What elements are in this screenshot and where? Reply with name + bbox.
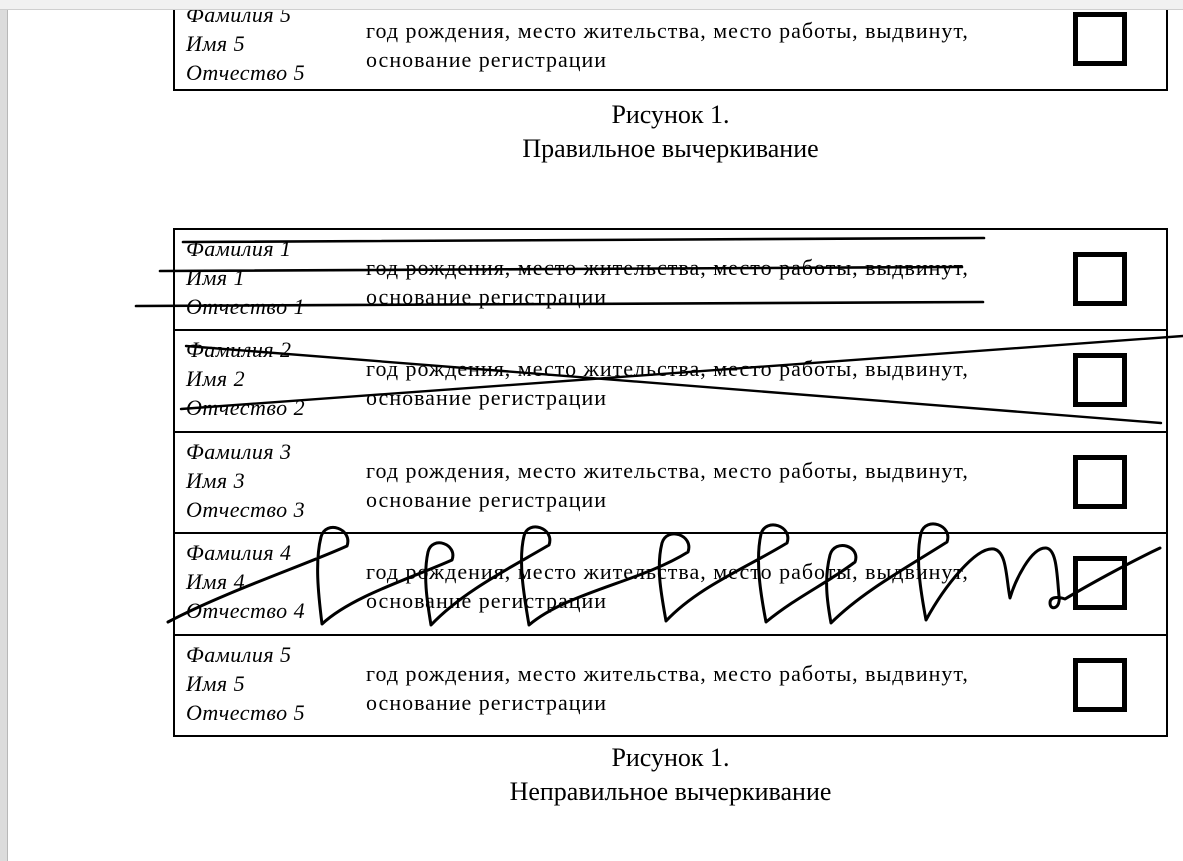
ballot-checkbox — [1073, 657, 1127, 712]
candidate-firstname: Имя 2 — [186, 366, 246, 392]
candidate-firstname: Имя 3 — [186, 467, 246, 493]
candidate-surname: Фамилия 5 — [186, 9, 292, 27]
candidate-patronymic: Отчество 5 — [186, 699, 306, 725]
candidate-row: Фамилия 1 Имя 1 Отчество 1 год рождения,… — [175, 230, 1166, 332]
candidate-details: год рождения, место жительства, место ра… — [366, 557, 969, 615]
candidate-details-line: год рождения, место жительства, место ра… — [366, 18, 969, 43]
candidate-details-line: основание регистрации — [366, 385, 608, 411]
candidate-details-line: основание регистрации — [366, 284, 608, 309]
candidate-details-line: год рождения, место жительства, место ра… — [366, 559, 969, 585]
ballot-checkbox — [1073, 556, 1127, 611]
candidate-name-block: Фамилия 5 Имя 5 Отчество 5 — [186, 640, 305, 727]
candidate-patronymic: Отчество 3 — [186, 496, 306, 522]
candidate-firstname: Имя 1 — [186, 265, 246, 290]
candidate-surname: Фамилия 5 — [186, 641, 292, 667]
candidate-firstname: Имя 5 — [186, 31, 246, 56]
candidate-name-block: Фамилия 3 Имя 3 Отчество 3 — [186, 437, 305, 524]
candidate-surname: Фамилия 1 — [186, 236, 292, 261]
candidate-details: год рождения, место жительства, место ра… — [366, 253, 969, 311]
candidate-patronymic: Отчество 4 — [186, 598, 306, 624]
candidate-details: год рождения, место жительства, место ра… — [366, 16, 969, 74]
ballot-checkbox — [1073, 353, 1127, 408]
figure-caption-title: Правильное вычеркивание — [522, 134, 819, 163]
viewer-top-bar — [0, 0, 1183, 10]
candidate-row: Фамилия 4 Имя 4 Отчество 4 год рождения,… — [175, 534, 1166, 636]
candidate-details-line: год рождения, место жительства, место ра… — [366, 255, 969, 280]
figure-caption-number: Рисунок 1. — [611, 743, 730, 772]
candidate-details: год рождения, место жительства, место ра… — [366, 354, 969, 412]
ballot-table-correct: Фамилия 5 Имя 5 Отчество 5 год рождения,… — [173, 9, 1168, 91]
candidate-row: Фамилия 3 Имя 3 Отчество 3 год рождения,… — [175, 433, 1166, 535]
candidate-surname: Фамилия 2 — [186, 337, 292, 363]
candidate-firstname: Имя 5 — [186, 670, 246, 696]
figure-caption-correct: Рисунок 1. Правильное вычеркивание — [173, 98, 1168, 166]
candidate-name-block: Фамилия 1 Имя 1 Отчество 1 — [186, 234, 305, 321]
candidate-details-line: основание регистрации — [366, 689, 608, 715]
candidate-row: Фамилия 5 Имя 5 Отчество 5 год рождения,… — [175, 9, 1166, 89]
figure-caption-number: Рисунок 1. — [611, 100, 730, 129]
candidate-surname: Фамилия 3 — [186, 438, 292, 464]
candidate-patronymic: Отчество 2 — [186, 395, 306, 421]
ballot-checkbox — [1073, 252, 1127, 306]
candidate-patronymic: Отчество 1 — [186, 294, 306, 319]
candidate-details-line: основание регистрации — [366, 588, 608, 614]
ballot-checkbox — [1073, 454, 1127, 509]
candidate-details: год рождения, место жительства, место ра… — [366, 659, 969, 717]
candidate-details-line: основание регистрации — [366, 47, 608, 72]
candidate-details-line: год рождения, место жительства, место ра… — [366, 660, 969, 686]
candidate-details-line: год рождения, место жительства, место ра… — [366, 356, 969, 382]
candidate-details-line: основание регистрации — [366, 486, 608, 512]
candidate-row: Фамилия 5 Имя 5 Отчество 5 год рождения,… — [175, 636, 1166, 735]
candidate-firstname: Имя 4 — [186, 569, 246, 595]
candidate-surname: Фамилия 4 — [186, 540, 292, 566]
figure-caption-title: Неправильное вычеркивание — [509, 777, 832, 806]
candidate-name-block: Фамилия 2 Имя 2 Отчество 2 — [186, 335, 305, 422]
candidate-name-block: Фамилия 4 Имя 4 Отчество 4 — [186, 538, 305, 625]
figure-caption-incorrect: Рисунок 1. Неправильное вычеркивание — [173, 741, 1168, 809]
candidate-details: год рождения, место жительства, место ра… — [366, 456, 969, 514]
candidate-row: Фамилия 2 Имя 2 Отчество 2 год рождения,… — [175, 331, 1166, 433]
ballot-table-incorrect: Фамилия 1 Имя 1 Отчество 1 год рождения,… — [173, 228, 1168, 737]
candidate-patronymic: Отчество 5 — [186, 60, 306, 85]
candidate-name-block: Фамилия 5 Имя 5 Отчество 5 — [186, 9, 305, 87]
candidate-details-line: год рождения, место жительства, место ра… — [366, 457, 969, 483]
ballot-checkbox — [1073, 12, 1127, 66]
page-left-edge — [0, 0, 8, 861]
